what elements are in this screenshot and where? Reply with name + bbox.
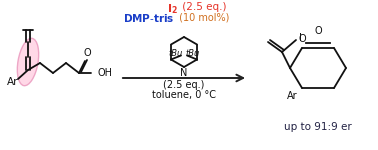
Text: $\mathbf{I_2}$: $\mathbf{I_2}$	[167, 2, 178, 16]
Text: (10 mol%): (10 mol%)	[176, 12, 229, 22]
Text: I: I	[299, 33, 302, 43]
Text: up to 91:9 er: up to 91:9 er	[284, 122, 352, 132]
Text: Ar: Ar	[287, 91, 298, 101]
Text: (2.5 eq.): (2.5 eq.)	[179, 2, 226, 12]
Text: O: O	[314, 26, 322, 36]
Ellipse shape	[17, 38, 39, 86]
Text: tBu: tBu	[169, 49, 183, 58]
Text: toluene, 0 °C: toluene, 0 °C	[152, 90, 216, 100]
Text: OH: OH	[97, 68, 112, 78]
Text: $\mathbf{DMP}$-$\mathbf{tris}$: $\mathbf{DMP}$-$\mathbf{tris}$	[124, 12, 175, 24]
Text: Ar: Ar	[7, 77, 19, 87]
Text: (2.5 eq.): (2.5 eq.)	[163, 80, 205, 90]
Text: N: N	[180, 68, 188, 78]
Text: O: O	[298, 34, 306, 44]
Text: tBu: tBu	[185, 49, 199, 58]
Text: O: O	[83, 48, 91, 58]
